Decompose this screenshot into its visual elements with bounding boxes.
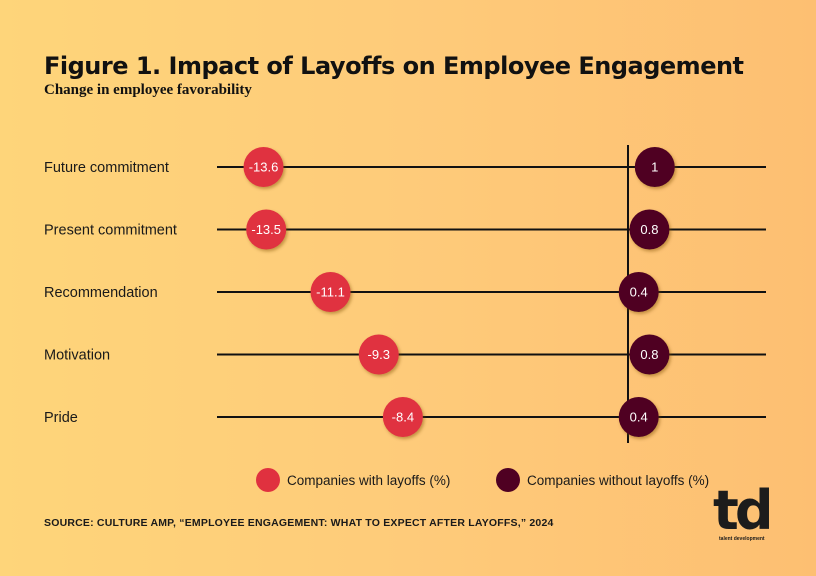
- logo-mark: td: [713, 479, 773, 542]
- data-label: -13.5: [251, 222, 281, 237]
- dot-marker: [634, 147, 675, 187]
- td-logo: td talent development: [713, 479, 773, 550]
- dot-with-layoffs: -9.3: [358, 334, 399, 375]
- legend-label: Companies without layoffs (%): [527, 472, 710, 488]
- dot-with-layoffs: -8.4: [382, 397, 423, 437]
- dot-marker: [618, 272, 659, 312]
- legend-label: Companies with layoffs (%): [287, 472, 451, 488]
- dot-marker: [618, 397, 659, 437]
- dot-marker: [358, 334, 399, 375]
- chart-title: Figure 1. Impact of Layoffs on Employee …: [44, 52, 744, 80]
- logo-tagline: talent development: [719, 536, 765, 542]
- category-label: Present commitment: [44, 223, 177, 239]
- chart-subtitle: Change in employee favorability: [44, 82, 252, 98]
- dot-marker: [629, 209, 670, 250]
- data-label: 0.4: [630, 285, 648, 300]
- dot-with-layoffs: -13.5: [246, 209, 287, 250]
- dot-without-layoffs: 0.8: [629, 334, 670, 375]
- dot-without-layoffs: 0.8: [629, 209, 670, 250]
- data-label: -8.4: [392, 410, 414, 425]
- dot-marker: [310, 272, 351, 312]
- data-label: -13.6: [249, 160, 279, 175]
- dot-without-layoffs: 1: [634, 147, 675, 187]
- dot-marker: [246, 209, 287, 250]
- legend-item-without-layoffs: Companies without layoffs (%): [496, 468, 709, 492]
- category-label: Motivation: [44, 348, 110, 364]
- legend-swatch-red: [256, 468, 280, 492]
- dot-marker: [382, 397, 423, 437]
- dot-marker: [629, 334, 670, 375]
- category-label: Recommendation: [44, 285, 158, 301]
- dot-without-layoffs: 0.4: [618, 397, 659, 437]
- legend-swatch-dark: [496, 468, 520, 492]
- data-label: 1: [651, 160, 658, 175]
- data-label: -11.1: [316, 285, 345, 300]
- dot-with-layoffs: -13.6: [243, 147, 284, 187]
- dot-without-layoffs: 0.4: [618, 272, 659, 312]
- data-label: -9.3: [368, 347, 390, 362]
- source-note: SOURCE: CULTURE AMP, “EMPLOYEE ENGAGEMEN…: [44, 517, 554, 529]
- data-label: 0.8: [640, 222, 658, 237]
- dot-marker: [243, 147, 284, 187]
- category-label: Pride: [44, 410, 78, 426]
- data-label: 0.8: [640, 347, 658, 362]
- data-label: 0.4: [630, 410, 648, 425]
- dot-with-layoffs: -11.1: [310, 272, 351, 312]
- legend-item-with-layoffs: Companies with layoffs (%): [256, 468, 450, 492]
- category-label: Future commitment: [44, 160, 169, 176]
